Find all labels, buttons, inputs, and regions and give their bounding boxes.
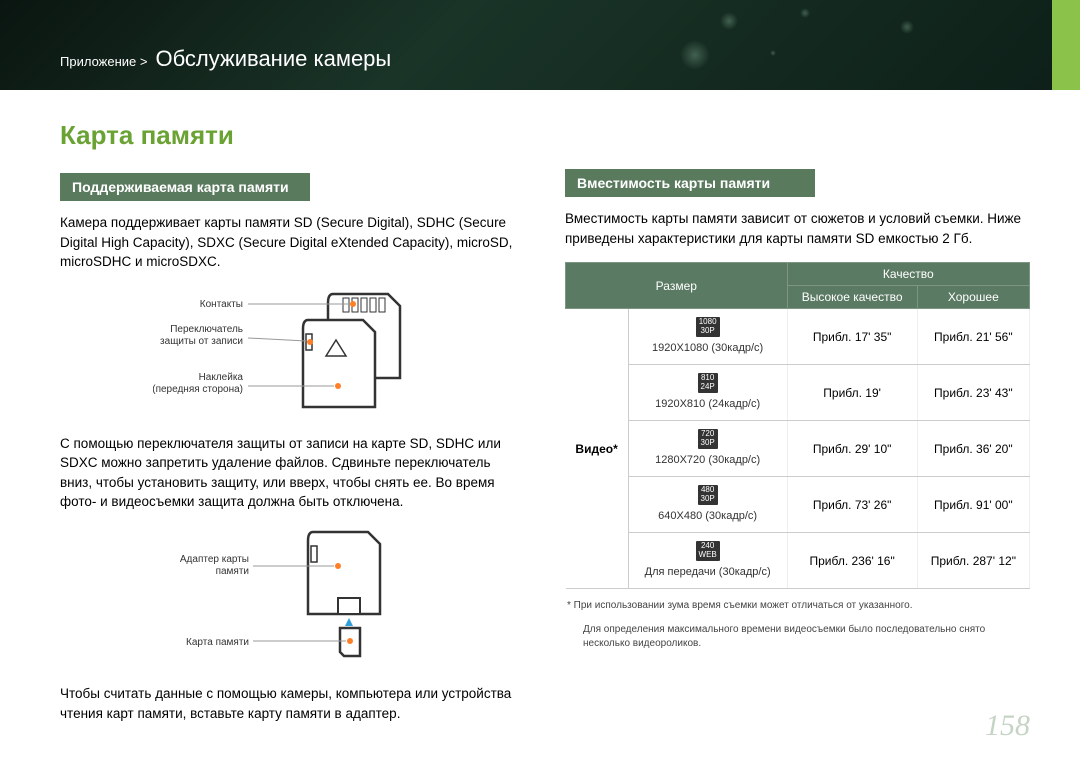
- svg-text:памяти: памяти: [215, 566, 248, 577]
- svg-text:Карта памяти: Карта памяти: [186, 637, 249, 648]
- cell-desc: 48030P640X480 (30кадр/с): [628, 477, 787, 533]
- cell-desc: 108030P1920X1080 (30кадр/с): [628, 309, 787, 365]
- cell-hq: Прибл. 236' 16": [787, 533, 917, 589]
- breadcrumb-prefix: Приложение >: [60, 54, 147, 69]
- breadcrumb-title: Обслуживание камеры: [155, 46, 391, 72]
- cell-desc: 81024P1920X810 (24кадр/с): [628, 365, 787, 421]
- cell-good: Прибл. 287' 12": [917, 533, 1029, 589]
- svg-text:защиты от записи: защиты от записи: [160, 336, 243, 347]
- content-area: Карта памяти Поддерживаемая карта памяти…: [0, 90, 1080, 757]
- section1-body2: С помощью переключателя защиты от записи…: [60, 434, 525, 512]
- sd-card-diagram: Контакты Переключатель защиты от записи …: [60, 286, 525, 416]
- sd-card-svg: Контакты Переключатель защиты от записи …: [153, 286, 433, 416]
- section2-header: Вместимость карты памяти: [565, 169, 815, 197]
- cell-good: Прибл. 91' 00": [917, 477, 1029, 533]
- adapter-diagram: Адаптер карты памяти Карта памяти: [60, 526, 525, 666]
- cell-hq: Прибл. 29' 10": [787, 421, 917, 477]
- footnote-2: Для определения максимального времени ви…: [565, 623, 1030, 651]
- th-quality: Качество: [787, 263, 1029, 286]
- breadcrumb: Приложение > Обслуживание камеры: [60, 46, 391, 72]
- capacity-table: Размер Качество Высокое качество Хорошее…: [565, 262, 1030, 589]
- svg-text:Наклейка: Наклейка: [198, 372, 243, 383]
- page-number: 158: [985, 709, 1030, 743]
- svg-text:(передняя сторона): (передняя сторона): [153, 384, 243, 395]
- footnote-1: * При использовании зума время съемки мо…: [565, 599, 1030, 613]
- svg-text:Контакты: Контакты: [199, 299, 242, 310]
- cell-good: Прибл. 36' 20": [917, 421, 1029, 477]
- th-hq: Высокое качество: [787, 286, 917, 309]
- cell-desc: 240WEBДля передачи (30кадр/с): [628, 533, 787, 589]
- row-label-video: Видео*: [566, 309, 629, 589]
- page-header: Приложение > Обслуживание камеры: [0, 0, 1080, 90]
- cell-good: Прибл. 23' 43": [917, 365, 1029, 421]
- cell-hq: Прибл. 73' 26": [787, 477, 917, 533]
- cell-hq: Прибл. 19': [787, 365, 917, 421]
- accent-bar: [1052, 0, 1080, 90]
- section2-body: Вместимость карты памяти зависит от сюже…: [565, 209, 1030, 248]
- th-good: Хорошее: [917, 286, 1029, 309]
- cell-desc: 72030P1280X720 (30кадр/с): [628, 421, 787, 477]
- svg-text:Переключатель: Переключатель: [170, 324, 243, 335]
- main-title: Карта памяти: [60, 120, 525, 151]
- th-size: Размер: [566, 263, 788, 309]
- cell-hq: Прибл. 17' 35": [787, 309, 917, 365]
- right-column: Вместимость карты памяти Вместимость кар…: [565, 120, 1030, 737]
- cell-good: Прибл. 21' 56": [917, 309, 1029, 365]
- section1-body: Камера поддерживает карты памяти SD (Sec…: [60, 213, 525, 272]
- adapter-svg: Адаптер карты памяти Карта памяти: [163, 526, 423, 666]
- left-column: Карта памяти Поддерживаемая карта памяти…: [60, 120, 525, 737]
- svg-text:Адаптер карты: Адаптер карты: [179, 554, 248, 565]
- section1-body3: Чтобы считать данные с помощью камеры, к…: [60, 684, 525, 723]
- section1-header: Поддерживаемая карта памяти: [60, 173, 310, 201]
